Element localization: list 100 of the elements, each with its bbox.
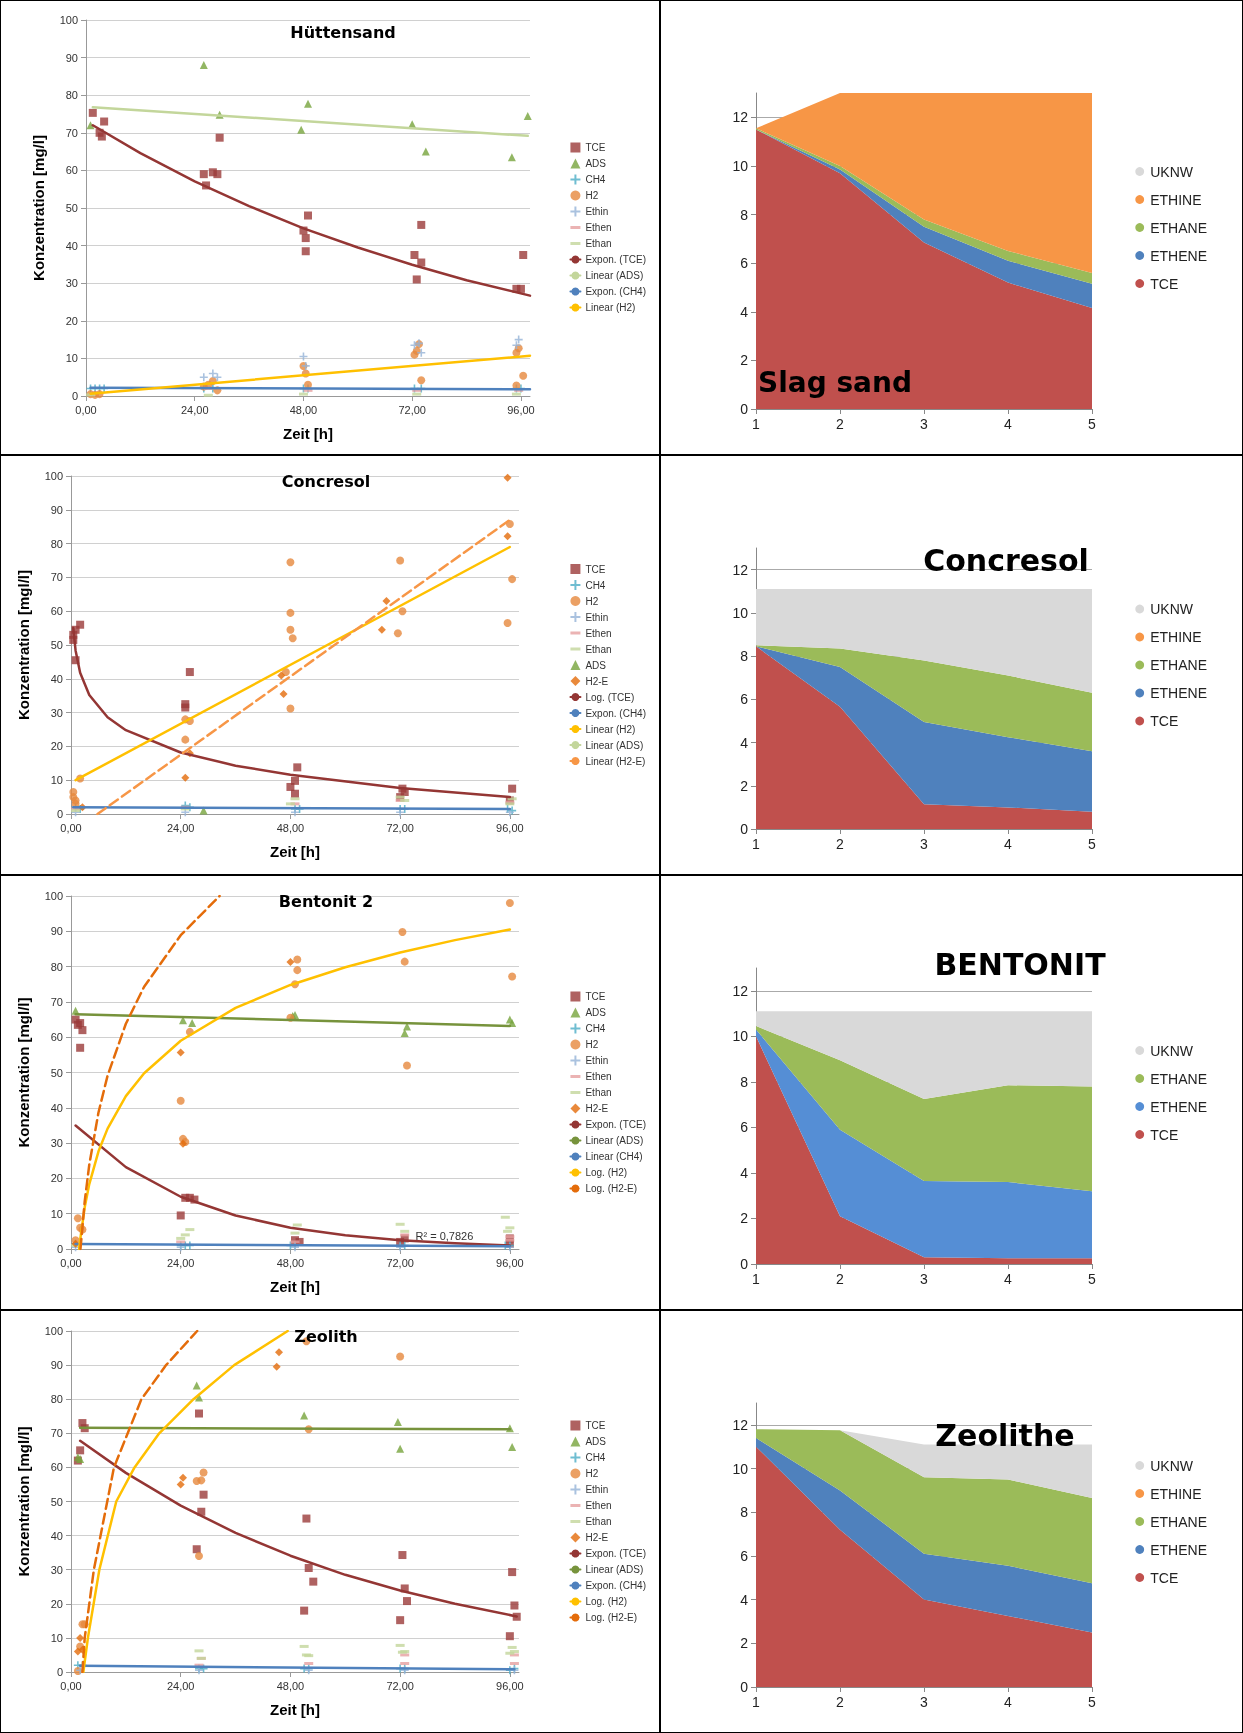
x-tick-label: 5 xyxy=(1088,416,1097,432)
x-tick-label: 5 xyxy=(1088,1694,1097,1710)
legend-label: Expon. (CH4) xyxy=(585,286,646,297)
x-tick-label: 48,00 xyxy=(276,1256,305,1269)
x-tick-label: 3 xyxy=(920,836,929,852)
y-tick-label: 4 xyxy=(740,734,749,751)
chart-title: BENTONIT xyxy=(934,946,1107,982)
legend-label: TCE xyxy=(585,1420,606,1431)
y-tick-label: 30 xyxy=(50,706,63,719)
legend-label: Log. (H2-E) xyxy=(585,1183,638,1194)
y-tick-label: 10 xyxy=(50,1207,63,1220)
y-tick-label: 8 xyxy=(740,1073,749,1090)
x-tick-label: 2 xyxy=(836,836,845,852)
legend-label: H2 xyxy=(585,595,599,607)
x-tick-label: 1 xyxy=(752,1271,761,1287)
x-tick-label: 1 xyxy=(752,836,761,852)
legend-label: Linear (ADS) xyxy=(585,270,644,281)
y-tick-label: 8 xyxy=(740,648,749,665)
legend-label: Linear (ADS) xyxy=(585,739,644,751)
legend-label: Expon. (TCE) xyxy=(585,1119,647,1130)
legend-label: Ethin xyxy=(585,611,609,623)
legend-label: Log. (H2) xyxy=(585,1596,628,1607)
legend-label: CH4 xyxy=(585,174,606,185)
y-tick-label: 70 xyxy=(50,995,63,1008)
y-axis-title: Konzentration [mgl/l] xyxy=(15,997,32,1148)
legend-label: Log. (TCE) xyxy=(585,691,635,703)
x-tick-label: 0,00 xyxy=(60,1256,82,1269)
x-tick-label: 4 xyxy=(1004,1271,1013,1287)
y-tick-label: 80 xyxy=(50,960,63,973)
legend-label: Ethen xyxy=(585,222,612,233)
x-tick-label: 24,00 xyxy=(166,1679,195,1692)
y-tick-label: 0 xyxy=(56,1243,63,1255)
x-tick-label: 1 xyxy=(752,416,761,432)
x-axis-title: Zeit [h] xyxy=(270,843,320,860)
legend-label: UKNW xyxy=(1150,163,1194,180)
y-tick-label: 6 xyxy=(740,1119,749,1136)
y-tick-label: 20 xyxy=(65,314,78,327)
y-tick-label: 60 xyxy=(50,1031,63,1044)
x-tick-label: 0,00 xyxy=(60,821,82,834)
legend-label: ETHANE xyxy=(1150,657,1208,673)
legend-label: Expon. (TCE) xyxy=(585,1548,646,1559)
y-tick-label: 12 xyxy=(732,561,749,578)
x-tick-label: 4 xyxy=(1004,1694,1013,1710)
y-tick-label: 50 xyxy=(50,1495,63,1508)
legend-label: Log. (H2) xyxy=(585,1167,628,1178)
legend-label: ADS xyxy=(585,659,607,671)
legend-label: ADS xyxy=(585,158,607,169)
y-tick-label: 6 xyxy=(740,691,749,708)
legend-label: Expon. (TCE) xyxy=(585,254,646,265)
y-tick-label: 50 xyxy=(50,1066,63,1079)
y-tick-label: 30 xyxy=(65,277,78,290)
legend-label: Log. (H2-E) xyxy=(585,1612,638,1623)
x-tick-label: 48,00 xyxy=(276,1679,305,1692)
y-tick-label: 4 xyxy=(740,303,749,320)
y-tick-label: 80 xyxy=(50,1393,63,1406)
legend-label: CH4 xyxy=(585,1023,606,1034)
x-tick-label: 72,00 xyxy=(386,821,414,834)
x-tick-label: 4 xyxy=(1004,836,1013,852)
x-tick-label: 72,00 xyxy=(386,1679,414,1692)
legend-label: Ethen xyxy=(585,1500,612,1511)
x-tick-label: 4 xyxy=(1004,416,1013,432)
x-axis-title: Zeit [h] xyxy=(270,1278,320,1295)
y-tick-label: 90 xyxy=(50,1359,63,1372)
x-tick-label: 1 xyxy=(752,1694,761,1710)
chart-title: Concresol xyxy=(923,542,1089,578)
y-tick-label: 0 xyxy=(740,1679,749,1695)
text: Slag sand xyxy=(758,365,912,399)
x-tick-label: 3 xyxy=(920,1694,929,1710)
legend-label: ETHINE xyxy=(1150,1485,1202,1502)
legend-label: Linear (ADS) xyxy=(585,1564,644,1575)
x-tick-label: 2 xyxy=(836,1271,845,1287)
x-tick-label: 72,00 xyxy=(398,403,426,416)
y-tick-label: 6 xyxy=(740,1547,749,1564)
legend-label: TCE xyxy=(1150,1569,1179,1586)
y-axis-title: Konzentration [mgl/l] xyxy=(15,1426,32,1577)
x-tick-label: 0,00 xyxy=(60,1679,82,1692)
chart-title: Bentonit 2 xyxy=(278,891,374,911)
y-tick-label: 80 xyxy=(65,89,78,102)
legend-label: TCE xyxy=(585,142,606,153)
y-tick-label: 10 xyxy=(65,352,78,365)
legend-label: UKNW xyxy=(1150,1042,1194,1059)
y-tick-label: 100 xyxy=(44,470,63,482)
y-tick-label: 60 xyxy=(65,164,78,177)
y-tick-label: 90 xyxy=(50,503,63,516)
y-tick-label: 60 xyxy=(50,605,63,618)
y-tick-label: 4 xyxy=(740,1164,749,1181)
legend-label: Expon. (CH4) xyxy=(585,1580,646,1591)
text: Zeolithe xyxy=(935,1417,1075,1453)
y-tick-label: 90 xyxy=(50,925,63,938)
y-tick-label: 10 xyxy=(732,604,749,621)
x-tick-label: 96,00 xyxy=(507,403,535,416)
legend-label: UKNW xyxy=(1150,601,1194,617)
y-tick-label: 70 xyxy=(65,126,78,139)
legend-label: ETHENE xyxy=(1150,1541,1208,1558)
legend-label: ADS xyxy=(585,1436,607,1447)
y-tick-label: 40 xyxy=(50,672,63,685)
y-tick-label: 70 xyxy=(50,1427,63,1440)
y-tick-label: 90 xyxy=(65,51,78,64)
legend-label: TCE xyxy=(1150,1126,1179,1143)
legend-label: ADS xyxy=(585,1007,607,1018)
